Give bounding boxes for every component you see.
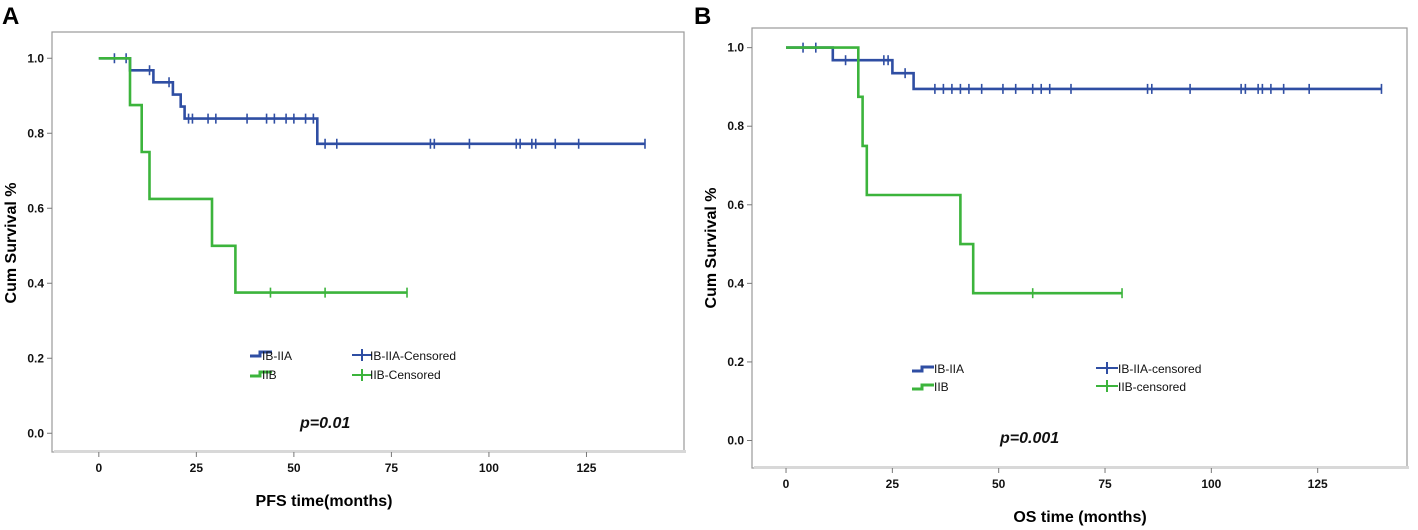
legend-censor-swatch-iib-b (1096, 380, 1118, 392)
x-axis-title-a: PFS time(months) (256, 493, 393, 510)
survival-curve-ib-iia (786, 46, 1382, 91)
y-tick-label: 0.2 (27, 351, 44, 365)
legend-label-iib-b: IIB (934, 380, 949, 394)
y-tick-label: 0.8 (27, 126, 44, 140)
legend-label-ib-iia-censored-b: IB-IIA-censored (1118, 362, 1201, 376)
legend-label-ib-iia-b: IB-IIA (934, 362, 964, 376)
legend-censor-swatch-ib-iia-b (1096, 362, 1118, 374)
axis-ticks-b: 0 25 50 75 100 125 0.0 0.2 0.4 0.6 0.8 1.0 (727, 41, 1328, 491)
legend-label-ib-iia: IB-IIA (262, 349, 292, 363)
p-value-b: p=0.001 (999, 430, 1059, 447)
y-tick-label: 0.4 (27, 276, 44, 290)
x-tick-label: 75 (385, 461, 399, 475)
legend-censor-swatch-ib-iia (352, 349, 372, 361)
y-tick-label: 1.0 (727, 41, 744, 55)
legend-label-iib: IIB (262, 368, 277, 382)
series-layer-b (786, 42, 1383, 299)
y-tick-label: 1.0 (27, 51, 44, 65)
survival-curve-iib (786, 46, 1122, 295)
legend-line-swatch-ib-iia (250, 350, 272, 358)
panel-letter-a: A (2, 3, 19, 30)
y-axis-title-b: Cum Survival % (703, 188, 720, 309)
plot-frame-shadow-b (754, 466, 1409, 469)
plot-frame-a (51, 31, 685, 453)
series-layer-a (98, 53, 646, 298)
panel-letter-b: B (694, 3, 711, 30)
legend-label-ib-iia-censored: IB-IIA-Censored (370, 349, 456, 363)
y-tick-label: 0.8 (727, 119, 744, 133)
x-tick-label: 50 (992, 477, 1006, 491)
axis-ticks-a: 0 25 50 75 100 125 0.0 0.2 0.4 0.6 0.8 1.0 (27, 51, 596, 475)
y-tick-label: 0.2 (727, 355, 744, 369)
legend-line-swatch-ib-iia-b (912, 365, 934, 373)
legend-label-iib-censored: IIB-Censored (370, 368, 441, 382)
survival-curve-ib-iia (98, 57, 645, 146)
x-tick-label: 25 (886, 477, 900, 491)
x-tick-label: 100 (479, 461, 499, 475)
panel-a: A 0 25 50 75 100 125 0.0 0.2 0.4 0.6 0.8 1.0 IB-IIA… (2, 3, 686, 510)
legend-line-swatch-iib-b (912, 383, 934, 391)
x-tick-label: 0 (783, 477, 790, 491)
p-value-a: p=0.01 (299, 415, 350, 432)
y-tick-label: 0.0 (27, 426, 44, 440)
panel-b: B 0 25 50 75 100 125 0.0 0.2 0.4 0.6 0.8 1.0 IB-IIA… (694, 3, 1409, 526)
x-tick-label: 125 (1308, 477, 1328, 491)
x-tick-label: 25 (190, 461, 204, 475)
survival-curve-iib (98, 57, 407, 294)
legend-a: IB-IIA IIB IB-IIA-Censored IIB-Censored (250, 349, 456, 382)
x-tick-label: 100 (1201, 477, 1221, 491)
legend-label-iib-censored-b: IIB-censored (1118, 380, 1186, 394)
y-tick-label: 0.6 (27, 201, 44, 215)
y-tick-label: 0.6 (727, 198, 744, 212)
x-tick-label: 75 (1098, 477, 1112, 491)
y-tick-label: 0.0 (727, 434, 744, 448)
plot-frame-b (751, 27, 1408, 469)
y-tick-label: 0.4 (727, 276, 744, 290)
x-axis-title-b: OS time (months) (1013, 509, 1146, 526)
x-tick-label: 125 (576, 461, 596, 475)
legend-line-swatch-iib (250, 370, 272, 378)
legend-b: IB-IIA IIB IB-IIA-censored IIB-censored (912, 362, 1201, 394)
legend-censor-swatch-iib (352, 369, 372, 381)
plot-frame-shadow-a (54, 450, 686, 453)
y-axis-title-a: Cum Survival % (3, 183, 20, 304)
x-tick-label: 50 (287, 461, 301, 475)
x-tick-label: 0 (95, 461, 102, 475)
